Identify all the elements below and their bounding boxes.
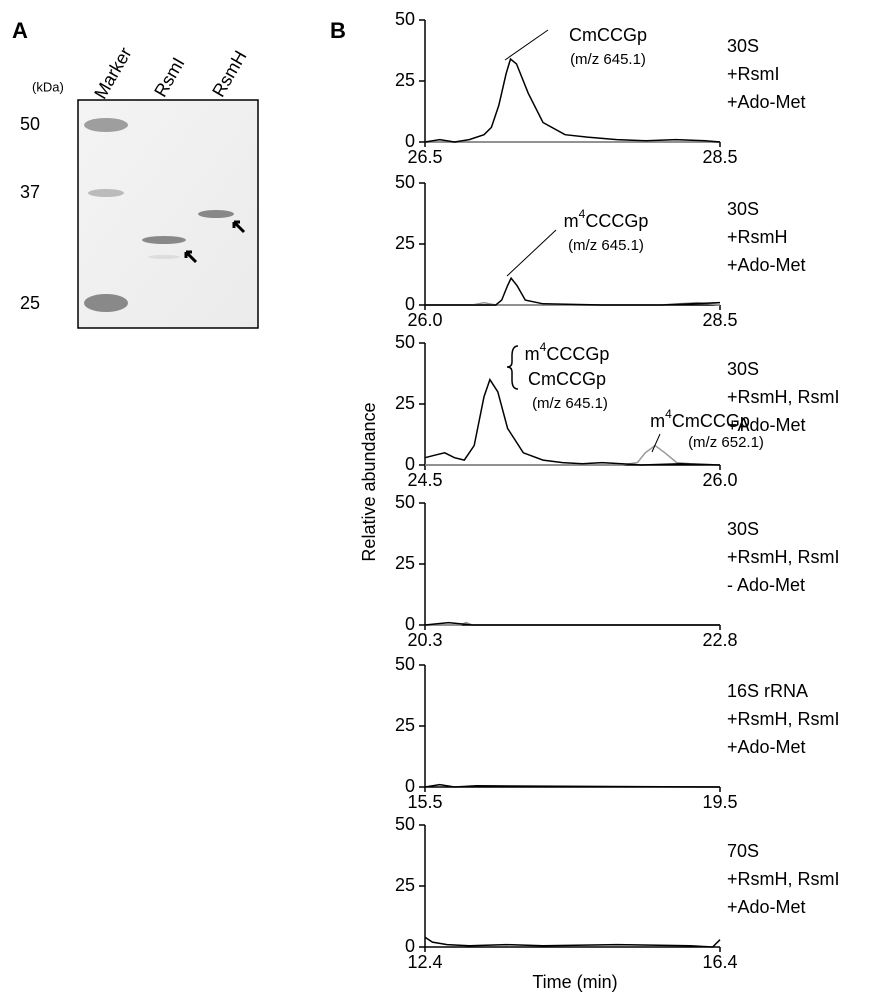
x-axis-label: Time (min) — [532, 972, 617, 992]
condition-label: 30S — [727, 519, 759, 539]
condition-label: +RsmH, RsmI — [727, 709, 840, 729]
peak-label: (m/z 645.1) — [570, 51, 646, 68]
trace — [425, 937, 720, 947]
peak-label: (m/z 645.1) — [568, 237, 644, 254]
condition-label: +RsmI — [727, 64, 780, 84]
panel-letter: B — [330, 18, 346, 43]
x-tick-label: 24.5 — [407, 470, 442, 490]
leader-line — [652, 434, 660, 452]
y-tick-label: 25 — [395, 875, 415, 895]
y-tick-label: 25 — [395, 233, 415, 253]
y-tick-label: 25 — [395, 70, 415, 90]
marker-label: 37 — [20, 182, 40, 202]
peak-label: m4CCCGp — [525, 340, 610, 364]
condition-label: +RsmH, RsmI — [727, 869, 840, 889]
leader-line — [507, 230, 556, 276]
condition-label: 16S rRNA — [727, 681, 808, 701]
trace — [425, 59, 720, 142]
condition-label: +RsmH — [727, 227, 788, 247]
x-tick-label: 26.0 — [702, 470, 737, 490]
y-axis-label: Relative abundance — [359, 402, 379, 561]
lane-label: Marker — [90, 44, 135, 103]
condition-label: +Ado-Met — [727, 255, 806, 275]
condition-label: 30S — [727, 359, 759, 379]
brace — [507, 346, 518, 389]
condition-label: 30S — [727, 199, 759, 219]
x-tick-label: 28.5 — [702, 147, 737, 167]
x-tick-label: 26.0 — [407, 310, 442, 330]
trace — [425, 446, 720, 466]
peak-label: m4CCCGp — [564, 207, 649, 231]
peak-label: (m/z 652.1) — [688, 434, 764, 451]
trace — [425, 278, 720, 305]
x-tick-label: 19.5 — [702, 792, 737, 812]
y-tick-label: 50 — [395, 172, 415, 192]
peak-label: CmCCGp — [528, 369, 606, 389]
condition-label: +Ado-Met — [727, 897, 806, 917]
condition-label: +Ado-Met — [727, 92, 806, 112]
x-tick-label: 22.8 — [702, 630, 737, 650]
lane-label: RsmI — [150, 54, 188, 100]
condition-label: +RsmH, RsmI — [727, 387, 840, 407]
condition-label: 70S — [727, 841, 759, 861]
x-tick-label: 16.4 — [702, 952, 737, 972]
x-tick-label: 15.5 — [407, 792, 442, 812]
panel-letter: A — [12, 18, 28, 43]
trace — [425, 785, 720, 787]
marker-label: 50 — [20, 114, 40, 134]
y-tick-label: 25 — [395, 715, 415, 735]
condition-label: - Ado-Met — [727, 575, 805, 595]
y-tick-label: 50 — [395, 9, 415, 29]
peak-label: CmCCGp — [569, 25, 647, 45]
x-tick-label: 12.4 — [407, 952, 442, 972]
unit-label: (kDa) — [32, 79, 64, 94]
peak-label: (m/z 645.1) — [532, 395, 608, 412]
peak-label: m4CmCCGp — [650, 407, 750, 431]
figure: A B (kDa) 50 37 25 Marker RsmI RsmH Rela… — [0, 0, 876, 999]
condition-label: +RsmH, RsmI — [727, 547, 840, 567]
x-tick-label: 20.3 — [407, 630, 442, 650]
condition-label: 30S — [727, 36, 759, 56]
x-tick-label: 26.5 — [407, 147, 442, 167]
y-tick-label: 25 — [395, 393, 415, 413]
condition-label: +Ado-Met — [727, 737, 806, 757]
y-tick-label: 50 — [395, 332, 415, 352]
y-tick-label: 25 — [395, 553, 415, 573]
y-tick-label: 50 — [395, 654, 415, 674]
leader-line — [505, 30, 548, 60]
y-tick-label: 50 — [395, 814, 415, 834]
x-tick-label: 28.5 — [702, 310, 737, 330]
gel-image — [78, 100, 258, 328]
marker-label: 25 — [20, 293, 40, 313]
y-tick-label: 50 — [395, 492, 415, 512]
lane-label: RsmH — [208, 47, 250, 100]
